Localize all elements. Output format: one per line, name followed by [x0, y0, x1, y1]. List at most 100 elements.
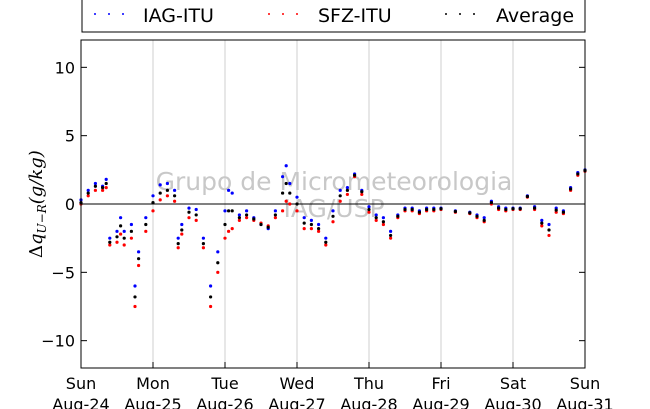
point-average-54 — [425, 207, 429, 212]
point-sfz-itu-33 — [281, 209, 285, 213]
point-iag-itu-20 — [194, 207, 198, 212]
point-average-59 — [475, 214, 479, 218]
point-sfz-itu-37 — [302, 227, 306, 231]
point-iag-itu-26 — [230, 191, 234, 195]
point-average-53 — [417, 210, 421, 214]
point-average-43 — [345, 188, 349, 192]
point-iag-itu-32 — [273, 209, 277, 213]
point-average-32 — [273, 213, 277, 217]
point-sfz-itu-49 — [389, 236, 393, 240]
point-iag-itu-37 — [302, 216, 306, 220]
point-average-3 — [101, 186, 105, 190]
point-iag-itu-48 — [381, 216, 385, 220]
point-average-68 — [540, 221, 544, 225]
x-tick-day-6: Sat — [500, 374, 526, 393]
point-sfz-itu-9 — [129, 236, 133, 240]
x-tick-day-4: Thu — [353, 374, 384, 393]
point-average-34 — [284, 181, 288, 186]
point-average-17 — [176, 242, 180, 246]
point-average-31 — [266, 225, 270, 229]
legend-marker-sfz-itu-3 — [296, 13, 298, 15]
point-average-58 — [468, 211, 472, 215]
legend-entry-sfz-itu: SFZ-ITU — [268, 5, 392, 27]
point-average-10 — [133, 295, 137, 299]
point-average-16 — [173, 194, 177, 198]
point-sfz-itu-40 — [324, 243, 328, 247]
point-iag-itu-33 — [281, 175, 285, 179]
point-sfz-itu-39 — [317, 229, 321, 233]
point-average-36 — [295, 202, 299, 206]
point-average-66 — [525, 194, 530, 199]
point-iag-itu-7 — [119, 216, 123, 220]
x-tick-date-5: Aug-29 — [412, 395, 469, 409]
legend-marker-iag-itu-1 — [94, 13, 96, 15]
point-sfz-itu-16 — [173, 199, 177, 203]
point-iag-itu-69 — [547, 222, 551, 227]
point-iag-itu-34 — [284, 164, 288, 168]
point-sfz-itu-15 — [165, 194, 169, 198]
point-iag-itu-38 — [309, 218, 313, 222]
series-average — [79, 168, 587, 299]
point-sfz-itu-23 — [216, 270, 220, 274]
legend-entry-iag-itu: IAG-ITU — [94, 5, 214, 27]
point-sfz-itu-14 — [158, 198, 162, 202]
x-tick-day-5: Fri — [431, 374, 450, 393]
point-sfz-itu-25 — [227, 229, 231, 233]
legend: IAG-ITU SFZ-ITU Average — [81, 0, 586, 33]
point-average-20 — [194, 213, 198, 217]
point-iag-itu-10 — [133, 284, 137, 288]
y-tick-label-0: 10 — [55, 58, 75, 77]
point-iag-itu-17 — [176, 236, 180, 240]
legend-frame — [81, 0, 586, 33]
point-iag-itu-39 — [317, 222, 321, 227]
point-sfz-itu-8 — [122, 243, 126, 247]
point-average-49 — [389, 233, 393, 238]
point-average-29 — [252, 217, 256, 221]
point-iag-itu-36 — [295, 195, 299, 199]
point-average-47 — [374, 216, 378, 220]
point-iag-itu-16 — [173, 188, 177, 192]
legend-marker-sfz-itu-1 — [268, 13, 270, 15]
x-tick-day-7: Sun — [570, 374, 600, 393]
point-iag-itu-1 — [86, 188, 90, 192]
point-average-69 — [547, 228, 551, 232]
x-tick-date-0: Aug-24 — [52, 395, 109, 409]
point-iag-itu-25 — [227, 188, 231, 192]
point-average-48 — [381, 220, 385, 224]
x-tick-date-2: Aug-26 — [196, 395, 253, 409]
point-average-72 — [569, 187, 573, 191]
x-tick-day-3: Wed — [280, 374, 315, 393]
point-sfz-itu-38 — [309, 227, 313, 231]
point-iag-itu-21 — [201, 236, 205, 240]
point-iag-itu-68 — [540, 218, 544, 222]
point-iag-itu-24 — [223, 209, 227, 213]
point-sfz-itu-28 — [245, 216, 249, 220]
point-average-8 — [122, 236, 126, 240]
x-tick-date-4: Aug-28 — [340, 395, 397, 409]
point-average-65 — [518, 207, 522, 211]
point-sfz-itu-27 — [237, 218, 241, 222]
point-iag-itu-23 — [216, 250, 220, 254]
x-ticks: Sun Aug-24 Mon Aug-25 Tue Aug-26 Wed Aug-27 Thu A… — [52, 362, 614, 409]
x-tick-date-6: Aug-30 — [484, 395, 541, 409]
point-iag-itu-6 — [115, 229, 119, 233]
point-average-18 — [180, 228, 184, 232]
point-average-73 — [576, 172, 580, 176]
point-sfz-itu-69 — [547, 233, 551, 238]
point-average-60 — [482, 218, 486, 222]
point-average-55 — [432, 207, 436, 212]
legend-label-sfz-itu: SFZ-ITU — [318, 5, 392, 27]
point-sfz-itu-46 — [367, 210, 371, 214]
data-points — [79, 164, 587, 309]
point-iag-itu-35 — [288, 181, 292, 186]
x-tick-day-1: Mon — [136, 374, 170, 393]
point-average-14 — [158, 191, 162, 195]
legend-entry-average: Average — [445, 5, 574, 27]
point-sfz-itu-68 — [540, 224, 544, 228]
legend-label-iag-itu: IAG-ITU — [143, 5, 214, 27]
point-average-26 — [230, 209, 234, 213]
x-tick-date-3: Aug-27 — [268, 395, 325, 409]
point-average-21 — [201, 242, 205, 246]
point-iag-itu-18 — [180, 222, 184, 227]
point-iag-itu-5 — [108, 236, 112, 240]
